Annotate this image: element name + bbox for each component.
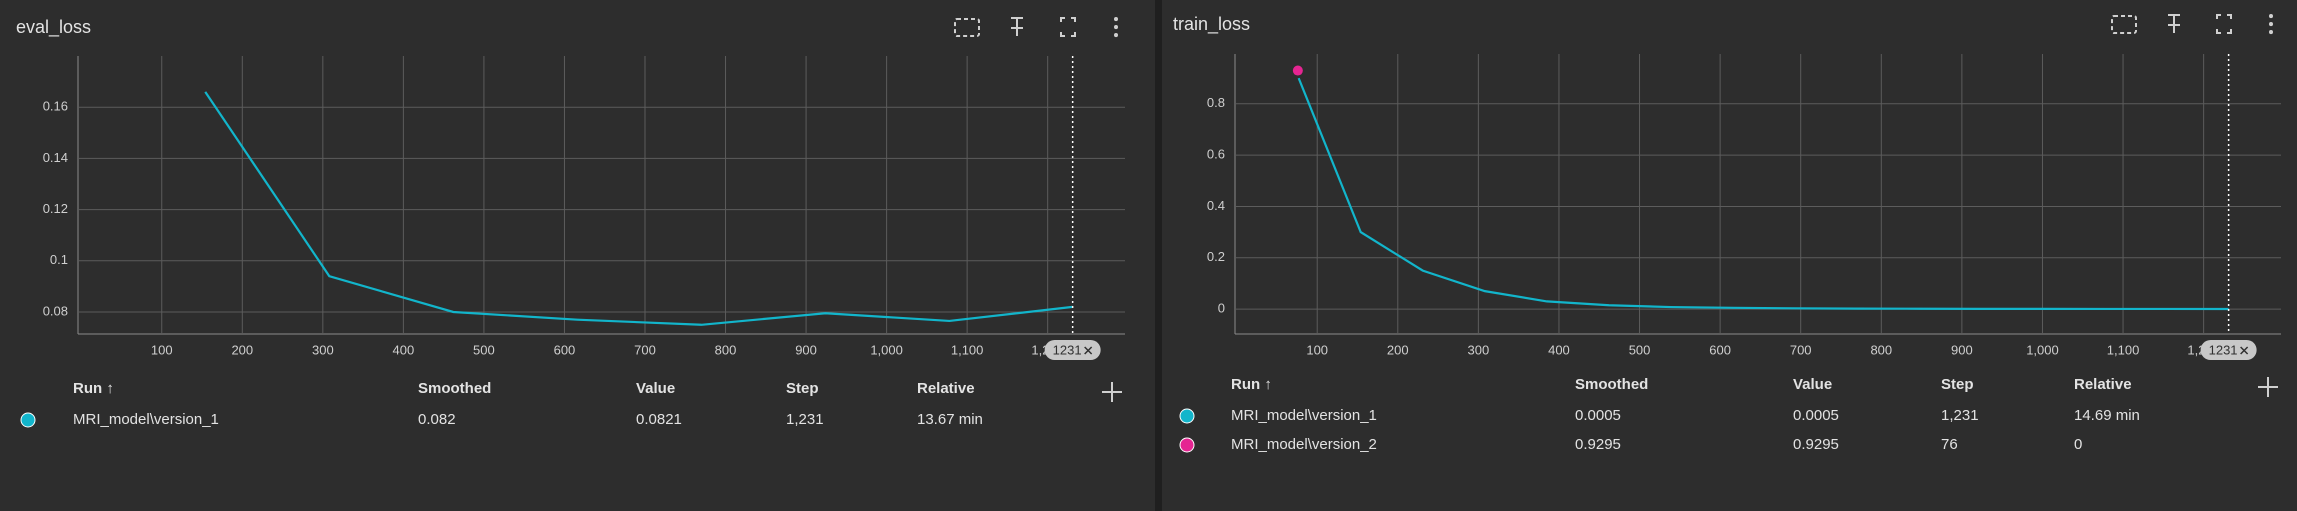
toolbar: [954, 14, 2278, 402]
table-cell: 14.69 min: [2074, 407, 2140, 424]
y-tick-label: 0.8: [1207, 95, 1225, 110]
column-header: Smoothed: [418, 380, 491, 397]
x-tick-label: 500: [1629, 342, 1651, 357]
table-cell: 0.9295: [1575, 436, 1621, 453]
table-cell: 1,231: [786, 411, 824, 428]
x-tick-label: 200: [1387, 342, 1409, 357]
x-tick-label: 600: [554, 342, 576, 357]
x-tick-label: 500: [473, 342, 495, 357]
pin-button[interactable]: [1011, 17, 1023, 36]
table-cell: 0: [2074, 436, 2082, 453]
table-cell: 0.0821: [636, 411, 682, 428]
add-column-button[interactable]: [2258, 377, 2278, 397]
y-tick-label: 0: [1218, 301, 1225, 316]
y-tick-label: 0.1: [50, 252, 68, 267]
table-cell: 0.0005: [1575, 407, 1621, 424]
x-tick-label: 100: [1306, 342, 1328, 357]
x-tick-label: 900: [1951, 342, 1973, 357]
column-header: Step: [1941, 376, 1974, 393]
fit-domain-button[interactable]: [2111, 15, 2137, 34]
fullscreen-button[interactable]: [2216, 14, 2232, 34]
table-cell: 0.0005: [1793, 407, 1839, 424]
run-color: [20, 412, 36, 428]
x-tick-label: 1,000: [870, 342, 903, 357]
column-header: Run ↑: [1231, 376, 1272, 393]
x-tick-label: 700: [634, 342, 656, 357]
hover-step-label: 1231: [1053, 342, 1082, 357]
add-column-button[interactable]: [1102, 382, 1122, 402]
table-cell: 76: [1941, 436, 1958, 453]
chart-title: eval_loss: [16, 17, 91, 38]
y-tick-label: 0.12: [43, 201, 68, 216]
x-tick-label: 300: [312, 342, 334, 357]
x-tick-label: 300: [1468, 342, 1490, 357]
x-tick-label: 400: [393, 342, 415, 357]
series-line: [1297, 77, 2229, 311]
column-header: Value: [636, 380, 675, 397]
x-tick-label: 700: [1790, 342, 1812, 357]
hover-close: [2240, 346, 2249, 355]
y-tick-label: 0.08: [43, 303, 68, 318]
x-tick-label: 800: [1870, 342, 1892, 357]
fullscreen-button[interactable]: [1060, 17, 1076, 37]
y-tick-label: 0.2: [1207, 249, 1225, 264]
table-cell: 13.67 min: [917, 411, 983, 428]
run-name: MRI_model\version_2: [1231, 436, 1377, 453]
x-tick-label: 900: [795, 342, 817, 357]
x-tick-label: 1,000: [2026, 342, 2059, 357]
x-tick-label: 1,100: [951, 342, 984, 357]
run-color: [1179, 408, 1195, 424]
table-cell: 0.082: [418, 411, 456, 428]
hover-badge: [2200, 340, 2257, 360]
x-tick-label: 600: [1709, 342, 1731, 357]
column-header: Smoothed: [1575, 376, 1648, 393]
x-tick-label: 200: [231, 342, 253, 357]
y-tick-label: 0.14: [43, 150, 68, 165]
column-header: Relative: [2074, 376, 2132, 393]
panel: [1162, 0, 2297, 511]
x-tick-label: 800: [715, 342, 737, 357]
fit-domain-button[interactable]: [954, 18, 980, 37]
column-header: Relative: [917, 380, 975, 397]
x-tick-label: 1,100: [2107, 342, 2140, 357]
column-header: Step: [786, 380, 819, 397]
chart-title: train_loss: [1173, 14, 1250, 35]
y-tick-label: 0.16: [43, 99, 68, 114]
column-header: Value: [1793, 376, 1832, 393]
hover-close: [1084, 346, 1093, 355]
hover-badge: [1044, 340, 1101, 360]
y-tick-label: 0.4: [1207, 198, 1225, 213]
series-point: [1292, 65, 1303, 76]
y-tick-label: 0.6: [1207, 147, 1225, 162]
pin-button[interactable]: [2168, 14, 2180, 33]
column-header: Run ↑: [73, 380, 114, 397]
hover-step-label: 1231: [2209, 342, 2238, 357]
table-cell: 0.9295: [1793, 436, 1839, 453]
series-line: [204, 91, 1073, 326]
run-name: MRI_model\version_1: [73, 411, 219, 428]
run-name: MRI_model\version_1: [1231, 407, 1377, 424]
x-tick-label: 100: [151, 342, 173, 357]
run-color: [1179, 437, 1195, 453]
panel: [0, 0, 1155, 511]
x-tick-label: 400: [1548, 342, 1570, 357]
table-cell: 1,231: [1941, 407, 1979, 424]
